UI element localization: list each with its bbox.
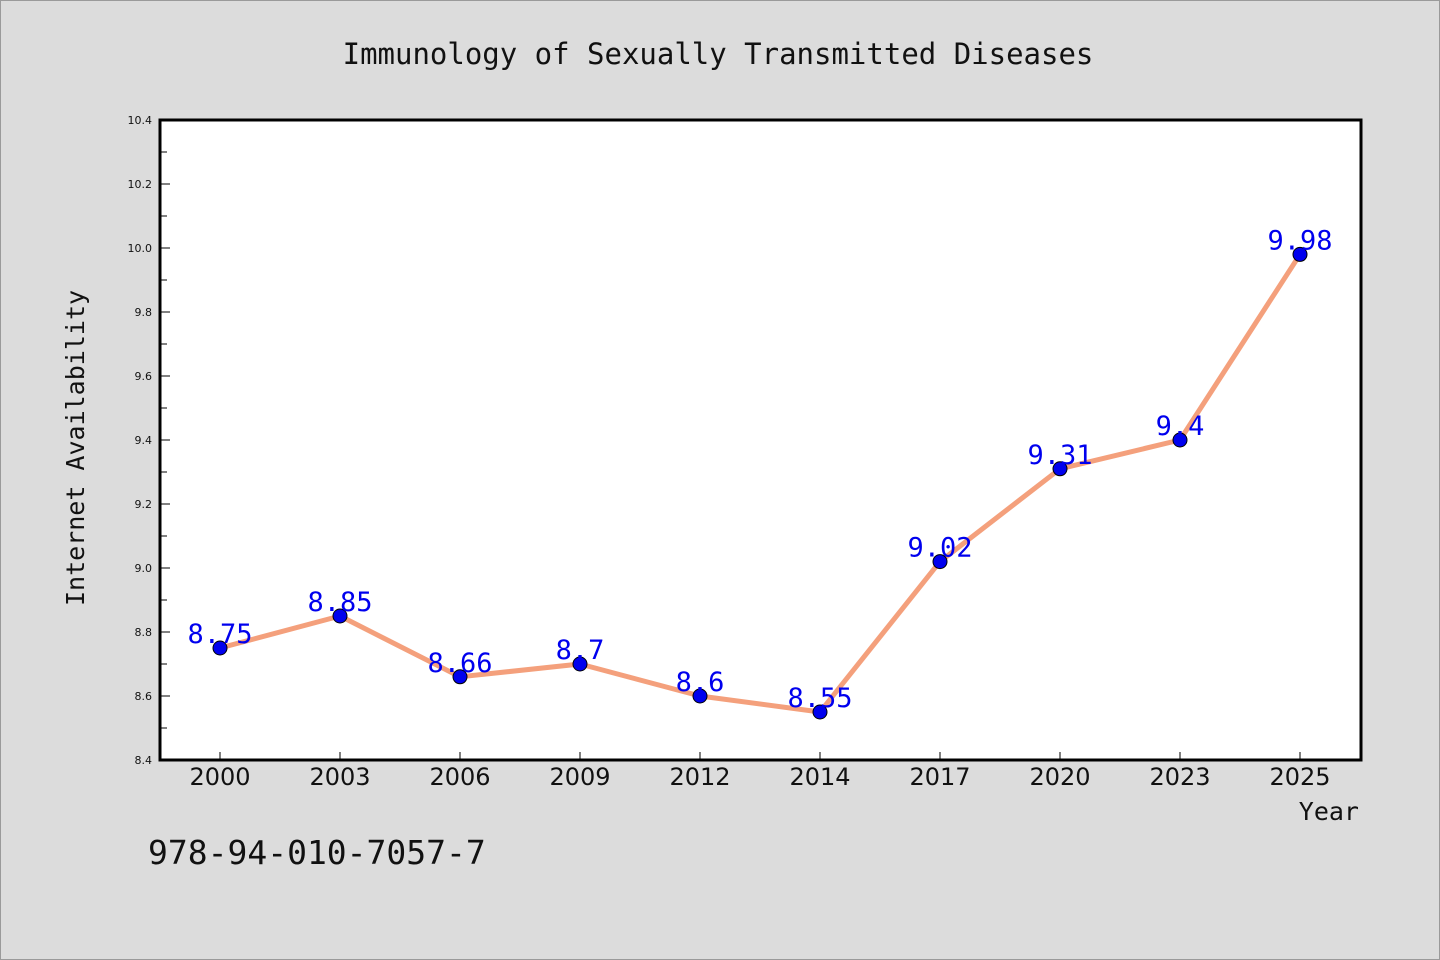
data-point — [812, 704, 828, 720]
data-label: 8.66 — [427, 648, 492, 679]
x-tick-label: 2006 — [429, 763, 490, 791]
data-point — [932, 554, 948, 570]
data-label: 8.55 — [787, 683, 852, 714]
plot-area — [160, 120, 1361, 760]
y-tick-label: 8.8 — [135, 626, 153, 639]
isbn-text: 978-94-010-7057-7 — [148, 833, 486, 872]
data-point — [1172, 432, 1188, 448]
data-label: 8.85 — [307, 587, 372, 618]
data-point — [452, 669, 468, 685]
y-tick-label: 9.6 — [135, 370, 153, 383]
data-label: 8.6 — [676, 667, 725, 698]
x-tick-label: 2000 — [189, 763, 250, 791]
data-point — [1292, 246, 1308, 262]
x-tick-label: 2020 — [1029, 763, 1090, 791]
chart-title: Immunology of Sexually Transmitted Disea… — [343, 37, 1094, 71]
y-tick-label: 9.2 — [135, 498, 153, 511]
x-tick-label: 2017 — [909, 763, 970, 791]
data-point — [572, 656, 588, 672]
data-points — [212, 246, 1308, 720]
data-label: 9.4 — [1156, 411, 1205, 442]
data-point — [1052, 461, 1068, 477]
data-point — [212, 640, 228, 656]
data-labels: 8.75 8.85 8.66 8.7 8.6 8.55 9.02 9.31 9.4 9.98 — [187, 225, 1332, 714]
data-point — [692, 688, 708, 704]
x-axis-ticks: 2000 2003 2006 2009 2012 2014 2017 2020 2023 2025 — [189, 752, 1331, 791]
y-tick-label: 9.8 — [135, 306, 153, 319]
y-tick-label: 9.0 — [135, 562, 153, 575]
x-tick-label: 2023 — [1149, 763, 1210, 791]
x-tick-label: 2012 — [669, 763, 730, 791]
data-label: 8.7 — [556, 635, 605, 666]
data-label: 9.02 — [907, 533, 972, 564]
data-label: 8.75 — [187, 619, 252, 650]
x-tick-label: 2003 — [309, 763, 370, 791]
x-tick-label: 2009 — [549, 763, 610, 791]
y-tick-label: 10.0 — [128, 242, 153, 255]
y-tick-label: 10.2 — [128, 178, 153, 191]
y-tick-label: 8.4 — [135, 754, 153, 767]
y-axis-ticks: 8.4 8.6 8.8 9.0 9.2 9.4 9.6 9.8 10.0 10.2 10.4 — [128, 114, 170, 767]
x-tick-label: 2014 — [789, 763, 850, 791]
y-axis-label: Internet Availability — [61, 290, 90, 606]
data-point — [332, 608, 348, 624]
y-tick-label: 9.4 — [135, 434, 153, 447]
data-label: 9.98 — [1267, 225, 1332, 256]
y-tick-label: 8.6 — [135, 690, 153, 703]
x-tick-label: 2025 — [1269, 763, 1330, 791]
y-tick-label: 10.4 — [128, 114, 153, 127]
data-label: 9.31 — [1027, 440, 1092, 471]
plot-border — [158, 118, 1363, 762]
series-line — [217, 251, 1303, 715]
x-axis-label: Year — [1299, 797, 1359, 826]
